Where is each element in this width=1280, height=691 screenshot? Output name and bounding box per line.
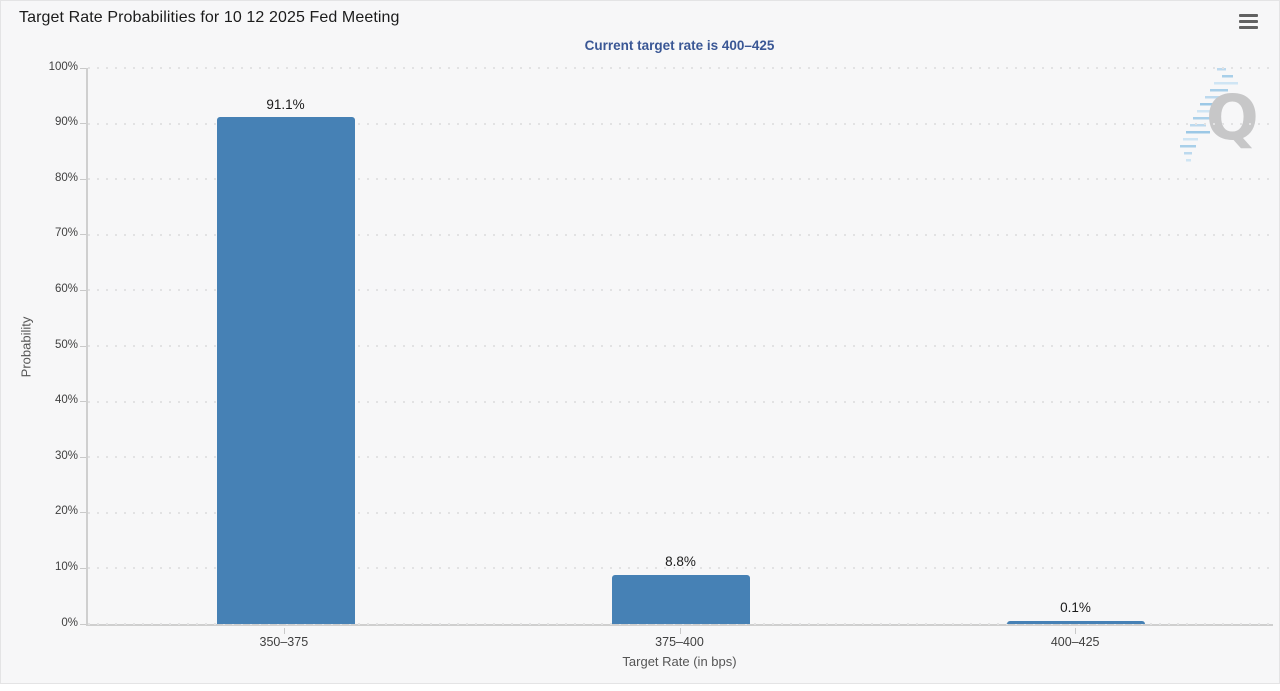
y-tick-label: 0% xyxy=(61,616,78,629)
hamburger-menu-icon[interactable] xyxy=(1239,14,1259,34)
x-axis-title: Target Rate (in bps) xyxy=(622,654,737,669)
gridline xyxy=(88,456,1273,459)
bar-value-label: 91.1% xyxy=(266,96,305,112)
chart-subtitle: Current target rate is 400–425 xyxy=(584,38,775,53)
y-tick xyxy=(80,178,86,180)
x-axis-labels: 350–375 375–400 400–425 xyxy=(86,628,1273,651)
y-tick-label: 30% xyxy=(54,449,78,462)
gridline xyxy=(88,345,1273,347)
bar-400-425[interactable] xyxy=(1006,621,1145,624)
y-tick-label: 100% xyxy=(48,60,78,73)
gridline xyxy=(88,511,1273,514)
y-tick-label: 10% xyxy=(54,560,78,573)
y-tick xyxy=(80,289,86,291)
y-tick-label: 80% xyxy=(54,171,78,184)
x-tick xyxy=(679,628,681,634)
watermark-q-letter: Q xyxy=(1206,81,1259,154)
gridline xyxy=(88,67,1273,69)
y-tick-label: 70% xyxy=(54,227,78,240)
bar-slot-350-375: 91.1% xyxy=(88,68,483,624)
y-tick-label: 60% xyxy=(54,282,78,295)
y-tick-label: 50% xyxy=(54,338,78,351)
y-tick xyxy=(80,67,86,69)
gridline xyxy=(88,567,1273,570)
x-tick xyxy=(1075,628,1077,634)
bar-350-375[interactable] xyxy=(216,117,355,624)
quikstrike-logo-watermark: Q xyxy=(1173,61,1273,176)
bar-series: 91.1% 8.8% 0.1% xyxy=(88,68,1273,624)
y-tick xyxy=(80,456,86,458)
y-tick-label: 20% xyxy=(54,505,78,518)
gridline xyxy=(88,233,1273,236)
gridline xyxy=(88,122,1273,125)
bar-value-label: 8.8% xyxy=(665,554,696,570)
y-tick xyxy=(80,623,86,625)
y-tick xyxy=(80,512,86,514)
plot-area: 91.1% 8.8% 0.1% 0% 10% 20% 30% 40% 50% 60% 70% 8… xyxy=(49,61,1273,628)
x-category-400-425: 400–425 xyxy=(877,628,1273,651)
y-tick xyxy=(80,234,86,236)
x-tick xyxy=(283,628,285,634)
bar-slot-400-425: 0.1% xyxy=(878,68,1273,624)
y-tick xyxy=(80,345,86,347)
chart-title: Target Rate Probabilities for 10 12 2025… xyxy=(19,9,400,26)
bar-slot-375-400: 8.8% xyxy=(483,68,878,624)
gridline xyxy=(88,400,1273,403)
bar-375-400[interactable] xyxy=(611,575,750,624)
x-category-375-400: 375–400 xyxy=(482,628,878,651)
y-tick xyxy=(80,401,86,403)
gridline xyxy=(88,289,1273,292)
y-tick xyxy=(80,123,86,125)
y-tick-label: 90% xyxy=(54,116,78,129)
y-tick xyxy=(80,567,86,569)
x-category-350-375: 350–375 xyxy=(86,628,482,651)
gridline xyxy=(88,623,1273,625)
bar-value-label: 0.1% xyxy=(1060,600,1091,616)
gridline xyxy=(88,178,1273,181)
y-tick-label: 40% xyxy=(54,394,78,407)
watermark-dashes-icon xyxy=(1180,68,1238,162)
